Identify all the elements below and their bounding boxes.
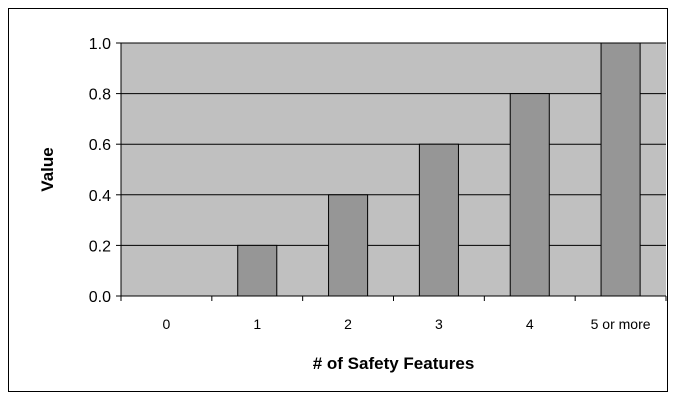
y-tick-label: 0.8 (89, 87, 111, 104)
bar-1 (237, 244, 278, 297)
x-tick-label: 2 (344, 316, 352, 332)
y-tick-label: 0.2 (89, 238, 111, 255)
x-axis-title: # of Safety Features (313, 354, 475, 373)
y-axis-title: Value (38, 147, 57, 191)
bars (237, 42, 641, 297)
x-tick-label: 3 (435, 316, 443, 332)
plot-area (121, 43, 666, 296)
y-tick-label: 0.4 (89, 188, 111, 205)
y-tick-label: 0.0 (89, 289, 111, 306)
bar-4 (509, 93, 550, 297)
y-tick-label: 1.0 (89, 36, 111, 53)
y-tick-labels: 0.0 0.2 0.4 0.6 0.8 1.0 (89, 36, 111, 306)
x-tick-label: 4 (526, 316, 534, 332)
bar-2 (328, 194, 369, 297)
bar-3 (418, 143, 459, 297)
x-tick-labels: 0 1 2 3 4 5 or more (163, 316, 651, 332)
y-tick-label: 0.6 (89, 137, 111, 154)
x-tick-label: 5 or more (591, 316, 651, 332)
x-tick-label: 0 (163, 316, 171, 332)
axes (116, 42, 667, 301)
x-tick-label: 1 (253, 316, 261, 332)
bar-5-or-more (600, 42, 641, 297)
gridlines (121, 42, 666, 246)
